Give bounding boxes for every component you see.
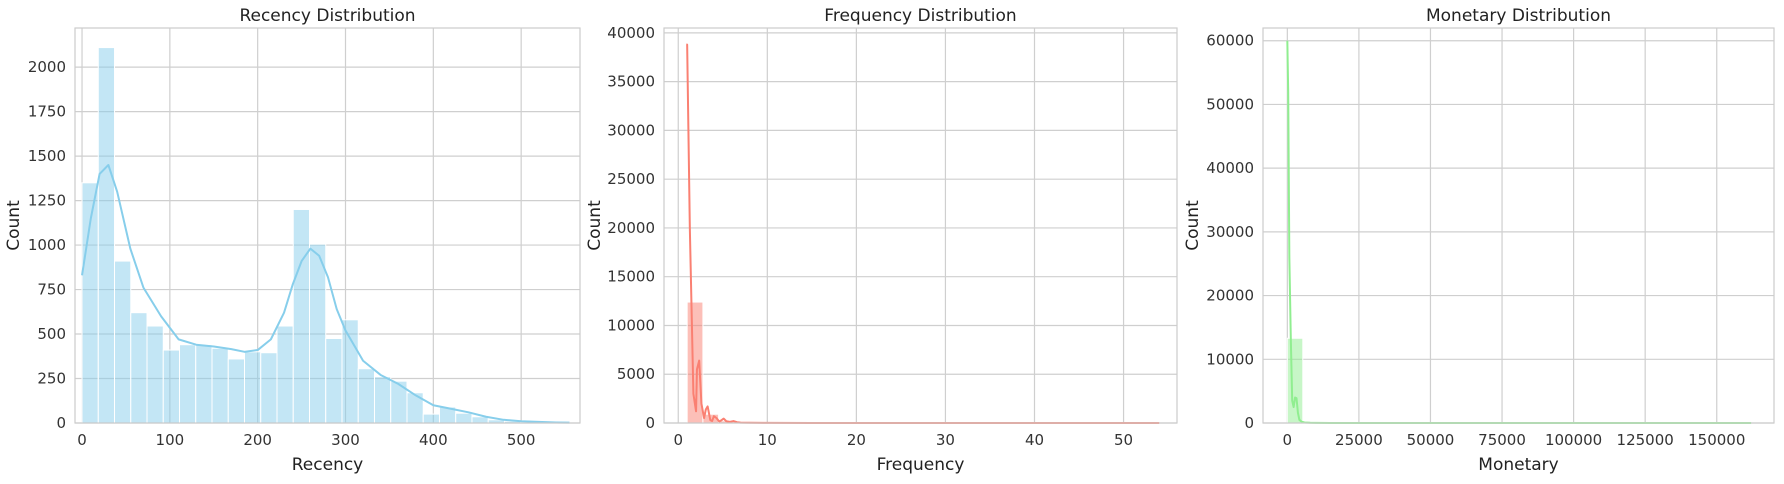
y-tick-label: 35000	[607, 73, 655, 91]
x-axis-label: Monetary	[1478, 455, 1558, 475]
plot-area	[664, 28, 1177, 423]
y-tick-label: 0	[56, 414, 66, 432]
x-tick-label: 500	[507, 431, 536, 449]
histogram-bar	[1286, 337, 1304, 424]
y-tick-label: 750	[37, 281, 66, 299]
histogram-bar	[373, 376, 392, 424]
chart-title: Recency Distribution	[239, 6, 415, 26]
x-tick-label: 0	[1283, 431, 1293, 449]
y-tick-label: 0	[645, 414, 655, 432]
y-tick-label: 50000	[1206, 95, 1254, 113]
y-tick-label: 10000	[1206, 350, 1254, 368]
x-tick-label: 100000	[1545, 431, 1602, 449]
x-tick-label: 10	[758, 431, 777, 449]
kde-line	[81, 164, 570, 424]
axes-frame	[1262, 27, 1775, 424]
y-tick-label: 10000	[607, 316, 655, 334]
y-tick-label: 1500	[28, 147, 66, 165]
x-tick-label: 20	[847, 431, 866, 449]
axes-frame	[663, 27, 1178, 424]
histogram-bar	[341, 319, 359, 424]
y-axis-label: Count	[1183, 200, 1203, 251]
y-tick-label: 250	[37, 370, 66, 388]
plot-area	[1263, 28, 1774, 423]
x-tick-label: 300	[331, 431, 360, 449]
y-tick-label: 30000	[607, 121, 655, 139]
histogram-bar	[162, 349, 181, 424]
y-tick-label: 0	[1244, 414, 1254, 432]
x-tick-label: 0	[77, 431, 87, 449]
y-axis-label: Count	[585, 200, 605, 251]
y-tick-label: 5000	[617, 365, 655, 383]
histogram-bar	[276, 325, 294, 424]
y-tick-label: 25000	[607, 170, 655, 188]
y-tick-label: 2000	[28, 58, 66, 76]
histogram-bar	[244, 351, 262, 424]
x-tick-label: 0	[673, 431, 683, 449]
y-tick-label: 1000	[28, 236, 66, 254]
x-tick-label: 30	[936, 431, 955, 449]
histogram-bar	[195, 344, 213, 424]
y-axis-label: Count	[4, 200, 24, 251]
x-tick-label: 125000	[1617, 431, 1674, 449]
histogram-bar	[146, 325, 164, 424]
x-tick-label: 200	[243, 431, 272, 449]
histogram-bar	[97, 47, 116, 424]
y-tick-label: 30000	[1206, 223, 1254, 241]
axes-frame	[74, 27, 581, 424]
chart-panel-recency: 0 100 200 300 400 500 0 250 500 750 1000 1250 1500 17…	[4, 6, 581, 475]
x-tick-label: 75000	[1478, 431, 1526, 449]
histogram-bar	[357, 368, 375, 424]
x-tick-label: 400	[419, 431, 448, 449]
x-tick-label: 50	[1114, 431, 1133, 449]
histogram-bar	[455, 412, 473, 424]
histogram-bar	[227, 358, 246, 424]
histogram-bar	[325, 337, 343, 424]
histogram-bar	[179, 344, 197, 424]
y-tick-label: 60000	[1206, 32, 1254, 50]
y-tick-label: 20000	[607, 219, 655, 237]
x-tick-label: 25000	[1335, 431, 1383, 449]
x-tick-label: 150000	[1688, 431, 1745, 449]
x-tick-label: 100	[156, 431, 185, 449]
y-tick-label: 40000	[607, 24, 655, 42]
x-axis-label: Recency	[292, 455, 364, 475]
x-axis-label: Frequency	[877, 455, 965, 475]
x-tick-label: 40	[1025, 431, 1044, 449]
y-tick-label: 15000	[607, 268, 655, 286]
histogram-bar	[292, 208, 310, 424]
histogram-bar	[422, 413, 440, 424]
histogram-bar	[308, 243, 327, 424]
histogram-bar	[211, 347, 229, 424]
y-tick-label: 500	[37, 325, 66, 343]
y-tick-label: 1250	[28, 192, 66, 210]
chart-title: Monetary Distribution	[1426, 6, 1611, 26]
y-tick-label: 40000	[1206, 159, 1254, 177]
chart-panel-monetary: 0 25000 50000 75000 100000 125000 150000 0 10000…	[1183, 6, 1775, 475]
chart-title: Frequency Distribution	[824, 6, 1016, 26]
x-tick-label: 50000	[1407, 431, 1455, 449]
histogram-bar	[114, 260, 132, 424]
histogram-bar	[260, 352, 278, 424]
y-tick-label: 1750	[28, 103, 66, 121]
y-tick-label: 20000	[1206, 287, 1254, 305]
histogram-bar	[130, 312, 148, 424]
chart-panel-frequency: 0 10 20 30 40 50 0 5000 10000 15000 20000 25000 3000…	[585, 6, 1178, 475]
